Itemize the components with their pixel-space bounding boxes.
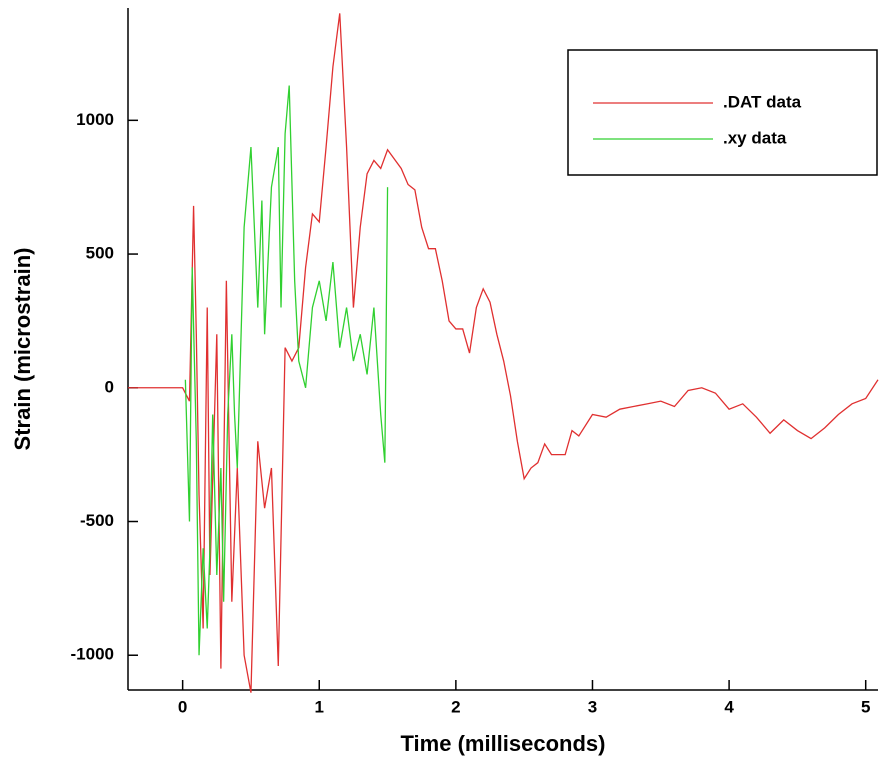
y-tick-label: 1000 xyxy=(76,110,114,129)
legend-label: .DAT data xyxy=(723,92,802,111)
x-tick-label: 0 xyxy=(178,697,187,716)
x-tick-label: 2 xyxy=(451,697,460,716)
line-series xyxy=(128,13,879,693)
legend-label: .xy data xyxy=(723,128,787,147)
legend-box xyxy=(567,49,878,176)
y-tick-label: -1000 xyxy=(71,645,114,664)
y-tick-label: -500 xyxy=(80,511,114,530)
x-tick-label: 3 xyxy=(588,697,597,716)
x-tick-label: 1 xyxy=(315,697,324,716)
y-tick-label: 500 xyxy=(86,244,114,263)
x-tick-label: 4 xyxy=(724,697,734,716)
x-tick-label: 5 xyxy=(861,697,870,716)
x-axis-title: Time (milliseconds) xyxy=(401,731,606,756)
y-tick-label: 0 xyxy=(105,377,114,396)
line-series xyxy=(184,85,389,656)
y-axis-title: Strain (microstrain) xyxy=(10,248,35,451)
